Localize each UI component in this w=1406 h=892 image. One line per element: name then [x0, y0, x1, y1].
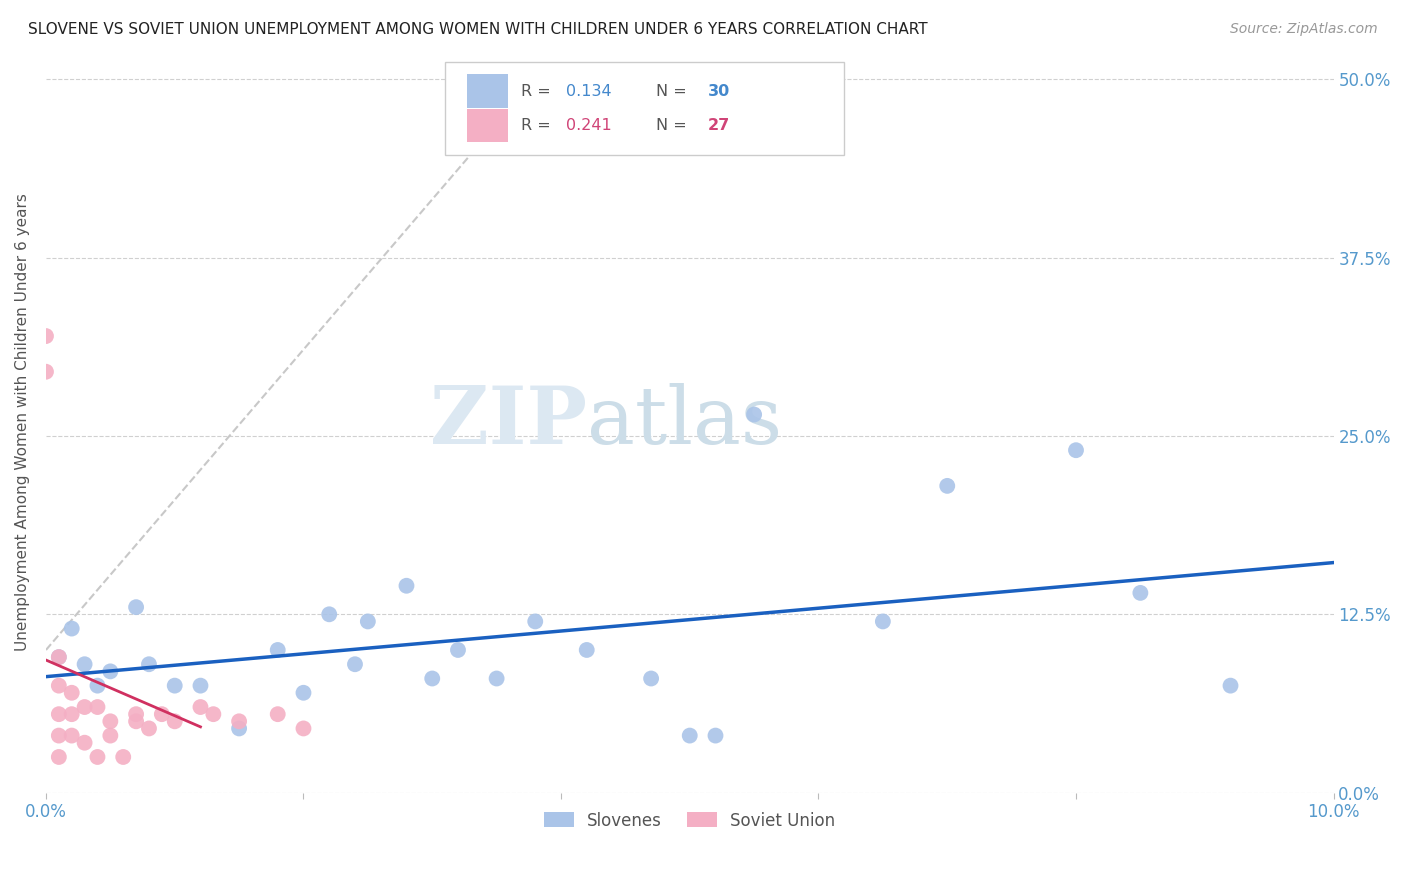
Point: [73, 736, 96, 750]
Point: [48, 679, 70, 693]
Text: 0.241: 0.241: [567, 118, 612, 133]
Text: SLOVENE VS SOVIET UNION UNEMPLOYMENT AMONG WOMEN WITH CHILDREN UNDER 6 YEARS COR: SLOVENE VS SOVIET UNION UNEMPLOYMENT AMO…: [28, 22, 928, 37]
Point: [343, 657, 366, 672]
Point: [35, 329, 58, 343]
Point: [1129, 586, 1152, 600]
Text: N =: N =: [657, 84, 692, 99]
Text: R =: R =: [522, 84, 555, 99]
Point: [228, 714, 250, 729]
Point: [86, 750, 108, 764]
Point: [138, 722, 160, 736]
Point: [60, 686, 83, 700]
Point: [420, 672, 443, 686]
Point: [1219, 679, 1241, 693]
FancyBboxPatch shape: [446, 62, 844, 154]
Point: [228, 722, 250, 736]
Point: [98, 729, 121, 743]
Point: [447, 643, 470, 657]
Point: [112, 750, 135, 764]
Point: [86, 700, 108, 714]
Point: [48, 750, 70, 764]
Point: [395, 579, 418, 593]
Point: [73, 657, 96, 672]
Point: [936, 479, 959, 493]
Point: [73, 700, 96, 714]
Point: [48, 650, 70, 665]
Text: 30: 30: [707, 84, 730, 99]
Point: [190, 700, 212, 714]
Point: [742, 408, 765, 422]
Point: [60, 707, 83, 722]
Text: 27: 27: [707, 118, 730, 133]
Point: [267, 643, 290, 657]
Text: ZIP: ZIP: [430, 383, 586, 460]
Point: [163, 679, 186, 693]
Point: [485, 672, 508, 686]
Text: 0.134: 0.134: [567, 84, 612, 99]
Point: [872, 615, 894, 629]
Text: Source: ZipAtlas.com: Source: ZipAtlas.com: [1230, 22, 1378, 37]
Point: [524, 615, 547, 629]
Point: [150, 707, 173, 722]
Point: [640, 672, 662, 686]
Point: [48, 650, 70, 665]
Point: [125, 707, 148, 722]
Point: [202, 707, 225, 722]
Point: [318, 607, 340, 622]
Point: [292, 686, 315, 700]
Point: [86, 679, 108, 693]
Text: N =: N =: [657, 118, 692, 133]
Point: [704, 729, 727, 743]
Point: [98, 714, 121, 729]
Point: [138, 657, 160, 672]
Point: [575, 643, 598, 657]
Y-axis label: Unemployment Among Women with Children Under 6 years: Unemployment Among Women with Children U…: [15, 193, 30, 650]
Point: [125, 714, 148, 729]
Legend: Slovenes, Soviet Union: Slovenes, Soviet Union: [537, 805, 842, 837]
Point: [1064, 443, 1087, 458]
FancyBboxPatch shape: [467, 109, 508, 142]
Point: [267, 707, 290, 722]
Point: [292, 722, 315, 736]
Text: R =: R =: [522, 118, 555, 133]
Point: [48, 729, 70, 743]
Point: [125, 600, 148, 615]
Point: [190, 679, 212, 693]
Text: atlas: atlas: [586, 383, 782, 460]
Point: [35, 365, 58, 379]
Point: [60, 729, 83, 743]
Point: [357, 615, 380, 629]
Point: [98, 665, 121, 679]
Point: [679, 729, 702, 743]
Point: [60, 622, 83, 636]
Point: [163, 714, 186, 729]
Point: [48, 707, 70, 722]
FancyBboxPatch shape: [467, 74, 508, 108]
